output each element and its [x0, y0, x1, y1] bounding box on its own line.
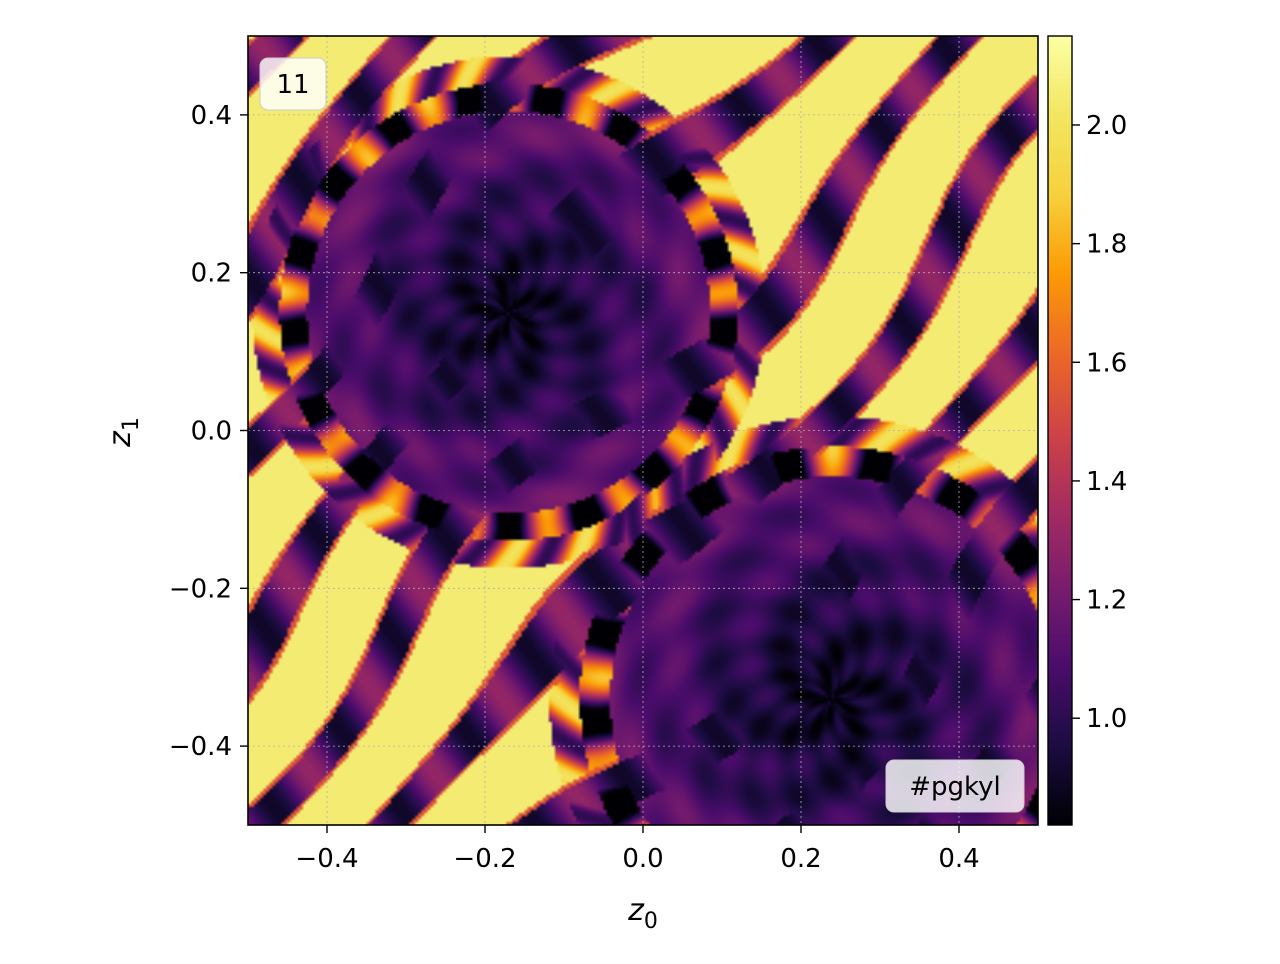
- x-tick-label: 0.4: [938, 844, 979, 874]
- y-tick-label: −0.2: [169, 574, 232, 604]
- frame-label: 11: [276, 70, 309, 100]
- y-tick-label: 0.2: [191, 259, 232, 289]
- grid: [248, 36, 1038, 825]
- x-axis-label: z0: [627, 893, 658, 934]
- watermark-box: [885, 759, 1025, 813]
- x-axis: −0.4 −0.2 0.0 0.2 0.4: [295, 825, 980, 874]
- x-tick-label: −0.4: [295, 844, 358, 874]
- colorbar-tick-label: 1.4: [1086, 467, 1127, 497]
- y-tick-label: 0.4: [191, 101, 232, 131]
- x-tick-label: 0.0: [622, 844, 663, 874]
- colorbar-tick-label: 1.2: [1086, 586, 1127, 616]
- y-axis-label: z1: [103, 417, 144, 448]
- y-tick-label: 0.0: [191, 417, 232, 447]
- y-tick-label: −0.4: [169, 732, 232, 762]
- colorbar-tick-label: 1.6: [1086, 348, 1127, 378]
- colorbar-tick-label: 1.0: [1086, 704, 1127, 734]
- x-tick-label: −0.2: [453, 844, 516, 874]
- frame-label-box: [259, 57, 327, 111]
- colorbar: [1047, 35, 1073, 826]
- colorbar-tick-label: 1.8: [1086, 230, 1127, 260]
- x-tick-label: 0.2: [780, 844, 821, 874]
- watermark-label: #pgkyl: [909, 772, 1001, 802]
- colorbar-tick-label: 2.0: [1086, 111, 1127, 141]
- y-axis: 0.4 0.2 0.0 −0.2 −0.4: [169, 101, 248, 762]
- colorbar-axis: 2.0 1.8 1.6 1.4 1.2 1.0: [1072, 111, 1127, 734]
